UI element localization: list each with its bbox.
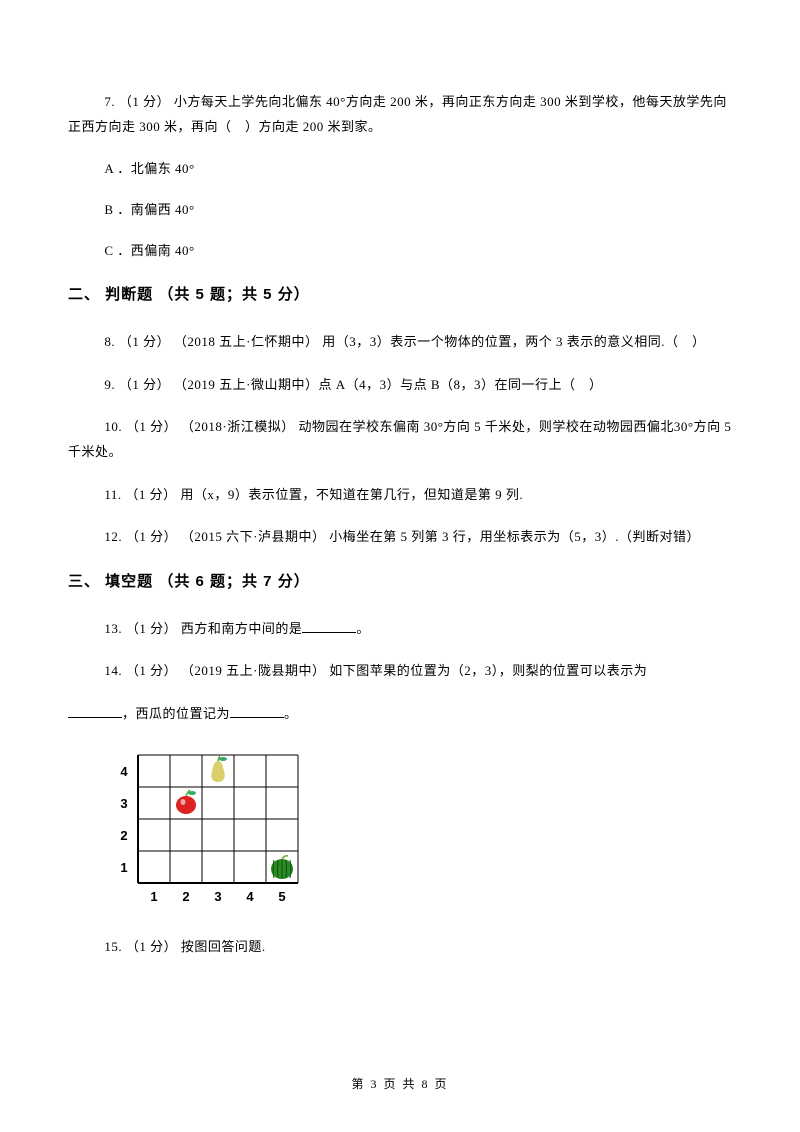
question-14: 14. （1 分） （2019 五上·陇县期中） 如下图苹果的位置为（2，3），… (68, 659, 732, 684)
svg-text:5: 5 (278, 889, 285, 904)
pear-icon (211, 761, 225, 782)
q14-blank2[interactable] (230, 705, 284, 718)
fruit-grid-svg: 4 3 2 1 1 2 3 4 5 (108, 745, 318, 917)
q7-option-c: C ．西偏南 40° (68, 239, 732, 264)
q13-pre: 13. （1 分） 西方和南方中间的是 (104, 621, 302, 636)
svg-text:4: 4 (246, 889, 254, 904)
svg-text:2: 2 (120, 828, 127, 843)
q7-option-b: B ．南偏西 40° (68, 198, 732, 223)
question-13: 13. （1 分） 西方和南方中间的是 。 (68, 617, 732, 642)
svg-text:1: 1 (120, 860, 127, 875)
section-2-heading: 二、 判断题 （共 5 题；共 5 分） (68, 281, 732, 310)
question-14-line2: ，西瓜的位置记为 。 (68, 702, 732, 727)
page-footer: 第 3 页 共 8 页 (0, 1073, 800, 1096)
question-7-text: 7. （1 分） 小方每天上学先向北偏东 40°方向走 200 米，再向正东方向… (68, 94, 727, 134)
q14-mid: ，西瓜的位置记为 (122, 706, 230, 721)
svg-text:3: 3 (120, 796, 127, 811)
svg-text:2: 2 (182, 889, 189, 904)
svg-text:4: 4 (120, 764, 128, 779)
question-10: 10. （1 分） （2018·浙江模拟） 动物园在学校东偏南 30°方向 5 … (68, 415, 732, 464)
fruit-grid-figure: 4 3 2 1 1 2 3 4 5 (108, 745, 732, 917)
apple-icon (176, 796, 196, 814)
q14-post: 。 (284, 706, 298, 721)
question-15: 15. （1 分） 按图回答问题. (68, 935, 732, 960)
q7-option-a: A ．北偏东 40° (68, 157, 732, 182)
q13-post: 。 (356, 621, 370, 636)
svg-text:1: 1 (150, 889, 157, 904)
q14-pre: 14. （1 分） （2019 五上·陇县期中） 如下图苹果的位置为（2，3），… (104, 663, 647, 678)
q14-blank1[interactable] (68, 705, 122, 718)
q13-blank[interactable] (302, 620, 356, 633)
section-3-heading: 三、 填空题 （共 6 题；共 7 分） (68, 568, 732, 597)
question-7: 7. （1 分） 小方每天上学先向北偏东 40°方向走 200 米，再向正东方向… (68, 90, 732, 139)
question-12: 12. （1 分） （2015 六下·泸县期中） 小梅坐在第 5 列第 3 行，… (68, 525, 732, 550)
question-8: 8. （1 分） （2018 五上·仁怀期中） 用（3，3）表示一个物体的位置，… (68, 330, 732, 355)
question-9: 9. （1 分） （2019 五上·微山期中）点 A（4，3）与点 B（8，3）… (68, 373, 732, 398)
question-11: 11. （1 分） 用（x，9）表示位置，不知道在第几行，但知道是第 9 列. (68, 483, 732, 508)
svg-text:3: 3 (214, 889, 221, 904)
